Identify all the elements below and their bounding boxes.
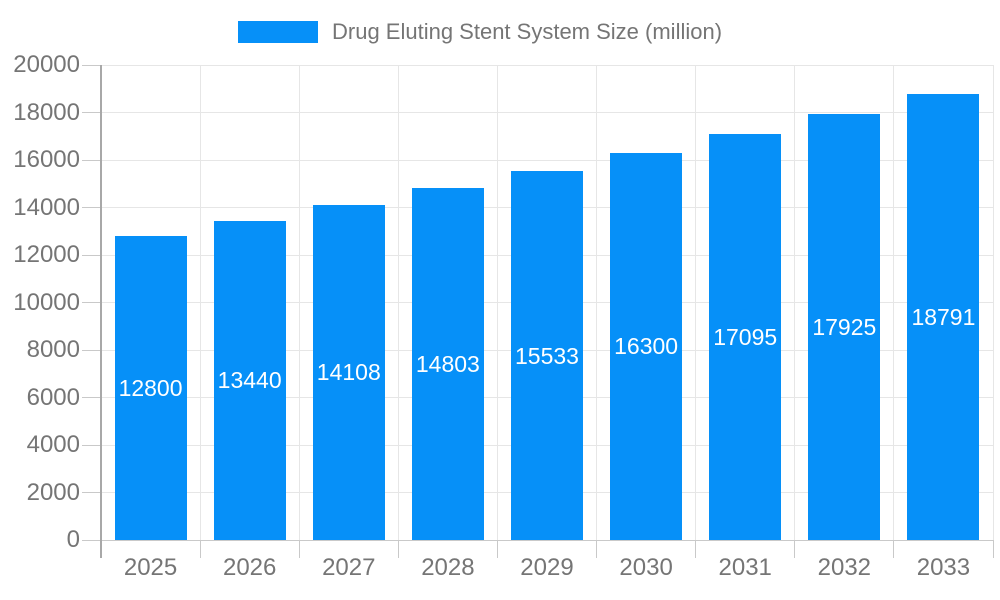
x-gridline (199, 65, 201, 540)
x-axis-tick (298, 540, 300, 558)
y-axis-tick (82, 397, 101, 398)
x-axis-tick (397, 540, 399, 558)
y-axis-tick-label: 8000 (26, 336, 80, 363)
y-gridline (101, 159, 993, 161)
y-axis-tick (82, 159, 101, 161)
x-axis-tick-label: 2028 (421, 554, 475, 581)
x-axis-tick-label: 2032 (817, 554, 872, 581)
legend-swatch (238, 21, 318, 43)
y-axis-tick-label: 10000 (13, 288, 80, 316)
x-axis-tick (596, 540, 598, 558)
y-axis-tick-label: 6000 (26, 383, 80, 411)
x-axis-tick-label: 2027 (322, 554, 376, 581)
bar-value-label: 12800 (118, 375, 183, 401)
bar-value-label: 17095 (713, 323, 778, 350)
x-axis-tick-label: 2033 (916, 554, 971, 581)
y-axis-tick (82, 492, 101, 493)
y-axis-tick (82, 302, 101, 303)
y-axis-tick-label: 2000 (26, 478, 80, 506)
x-axis-tick (199, 540, 201, 558)
x-axis-tick-label: 2029 (520, 554, 574, 581)
x-gridline (596, 65, 598, 540)
y-gridline (101, 539, 993, 541)
bar-value-label: 14803 (415, 351, 480, 378)
bar (610, 152, 683, 540)
bar-value-label: 17925 (812, 314, 877, 341)
y-axis-tick (82, 254, 101, 256)
y-axis-tick-label: 18000 (13, 98, 80, 126)
bar-value-label: 14108 (316, 359, 381, 386)
y-axis-tick-label: 0 (66, 526, 80, 553)
bar (213, 220, 286, 540)
x-axis-tick-label: 2026 (222, 554, 277, 581)
x-axis-tick (496, 540, 498, 558)
bar (511, 171, 583, 540)
x-gridline (794, 65, 796, 540)
y-gridline (101, 112, 993, 113)
bar (709, 133, 782, 540)
bar-value-label: 13440 (217, 367, 282, 394)
x-axis-tick (794, 540, 796, 558)
y-axis-tick-label: 4000 (26, 431, 80, 458)
y-axis-tick-label: 14000 (13, 193, 80, 221)
y-axis-tick (82, 349, 101, 351)
y-gridline (101, 64, 993, 66)
y-axis-tick (82, 112, 101, 113)
bar-value-label: 15533 (515, 342, 579, 369)
x-axis-tick-label: 2030 (619, 554, 673, 581)
x-gridline (695, 65, 697, 540)
y-axis-tick (82, 64, 101, 66)
x-gridline (992, 65, 994, 540)
y-axis-tick-label: 16000 (13, 146, 80, 173)
bar (114, 236, 187, 540)
x-gridline (298, 65, 300, 540)
y-axis-tick (82, 444, 101, 446)
bar (312, 204, 385, 540)
y-axis-tick-label: 20000 (13, 51, 80, 78)
x-axis-tick-label: 2025 (123, 554, 178, 581)
x-gridline (893, 65, 895, 540)
x-gridline (397, 65, 399, 540)
x-axis-tick-label: 2031 (718, 554, 772, 581)
y-axis-tick-label: 12000 (13, 241, 80, 268)
x-axis-tick (695, 540, 697, 558)
bar (907, 93, 980, 540)
y-axis-tick (82, 539, 101, 541)
bar-value-label: 16300 (614, 333, 679, 360)
bar (411, 188, 484, 540)
y-axis-line (100, 65, 102, 558)
x-gridline (496, 65, 498, 540)
x-axis-tick (992, 540, 994, 558)
x-axis-tick (893, 540, 895, 558)
legend-label: Drug Eluting Stent System Size (million) (332, 19, 723, 44)
bar-value-label: 18791 (911, 303, 976, 330)
y-axis-tick (82, 207, 101, 208)
bar (808, 114, 881, 540)
